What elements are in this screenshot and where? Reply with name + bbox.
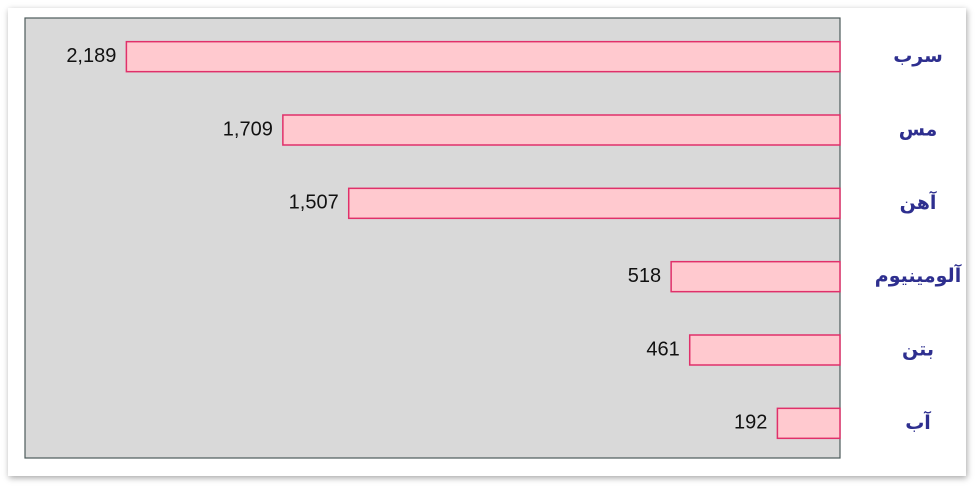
bar [688,334,841,366]
category-label: آلومینیوم [875,263,962,287]
value-label: 1,709 [223,118,273,140]
bar [347,187,841,220]
value-label: 192 [734,412,767,434]
category-label: آهن [900,190,937,214]
value-label: 461 [646,338,679,360]
bar [125,40,841,73]
category-label: مس [899,119,938,141]
plot-area [24,17,841,459]
category-label: آب [905,410,931,434]
category-label: سرب [893,45,943,67]
value-label: 518 [628,265,661,287]
value-label: 1,507 [289,192,339,214]
bar [776,407,841,440]
value-label: 2,189 [66,45,116,67]
bar [670,260,841,293]
bar [282,114,841,146]
category-label: بتن [902,339,934,361]
